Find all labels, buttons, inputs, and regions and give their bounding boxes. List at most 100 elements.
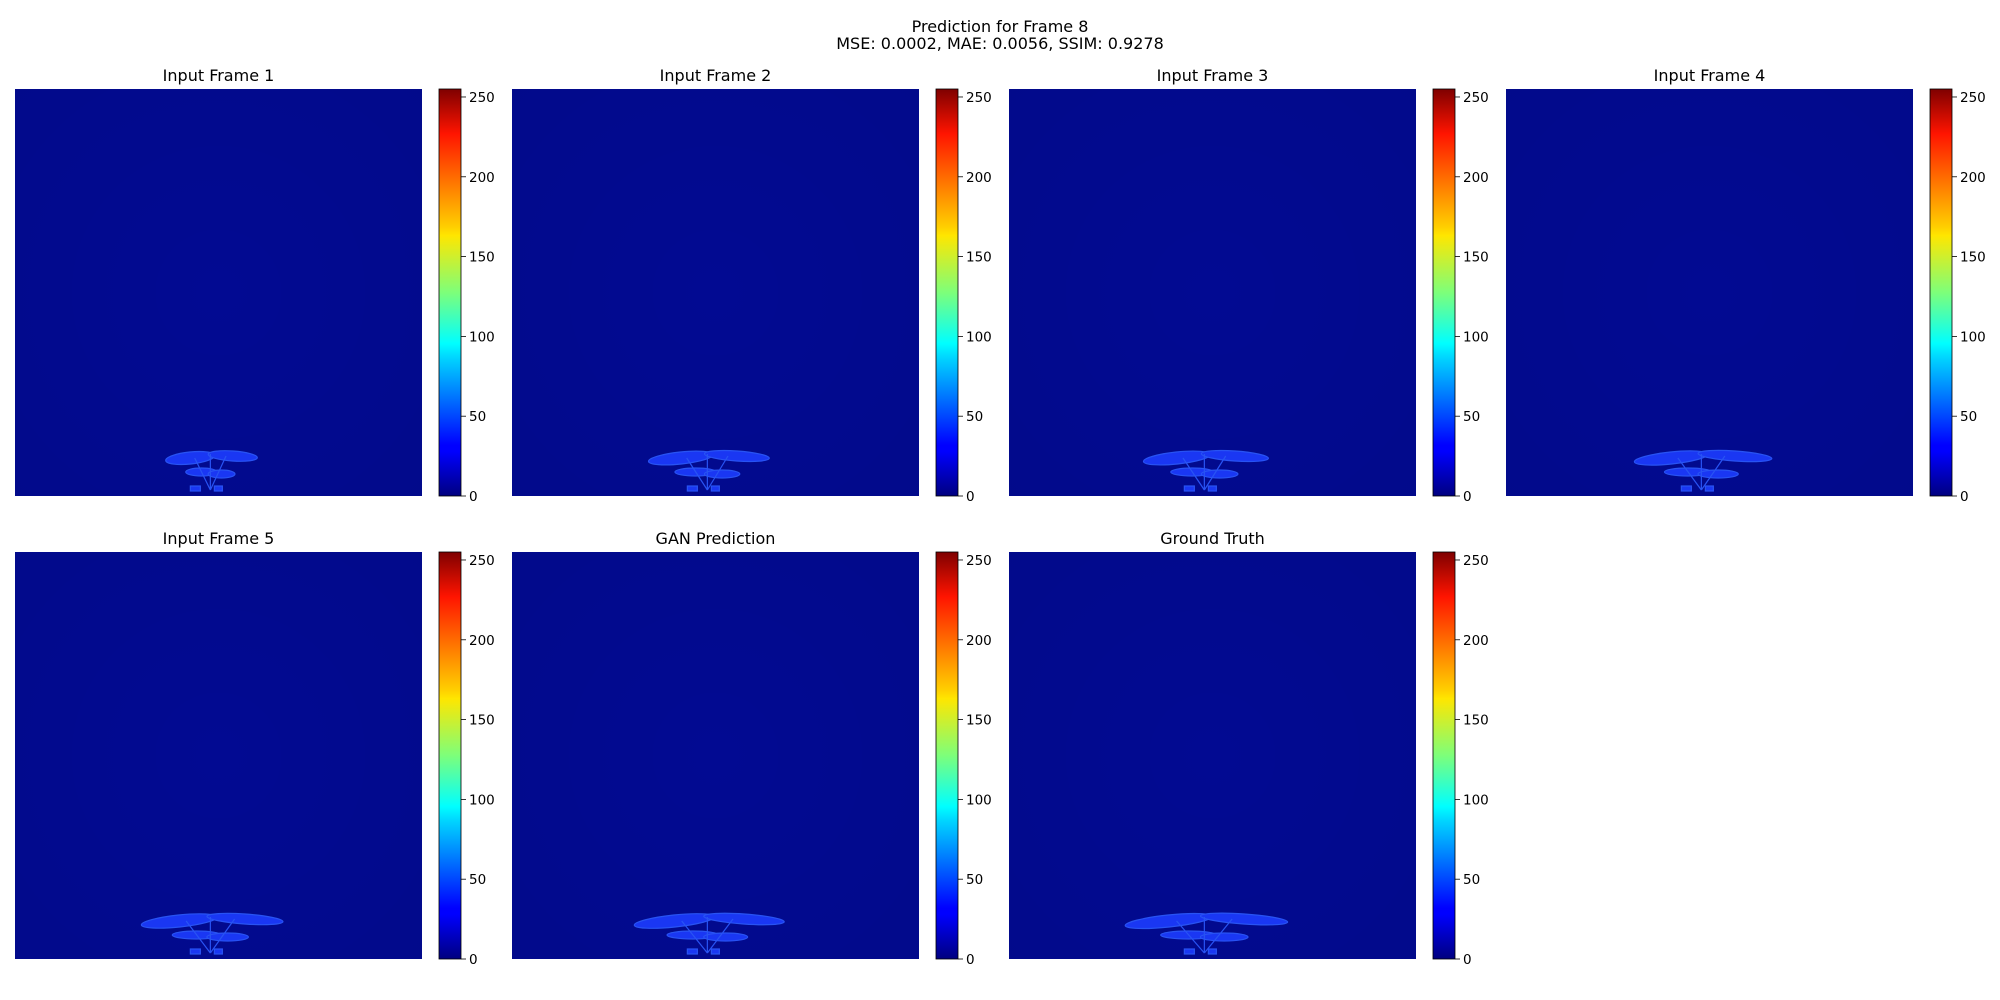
colorbar-tick-label: 100	[1463, 329, 1489, 345]
colorbar-tick-label: 0	[1463, 489, 1472, 505]
pot-mark-left	[189, 485, 201, 492]
colorbar-tick-label: 100	[469, 329, 495, 345]
leaf-right	[1697, 449, 1773, 463]
colorbar-tick-label: 200	[1463, 170, 1489, 186]
panel-title: Input Frame 5	[163, 529, 275, 548]
plant-stems	[185, 917, 236, 954]
plant-silhouette	[633, 912, 785, 955]
colorbar: 0 50 100 150 200 250	[1432, 551, 1489, 968]
colorbar-gradient	[1432, 88, 1456, 497]
plant-silhouette	[647, 449, 770, 492]
colorbar-tick-label: 150	[1463, 713, 1489, 729]
leaf-lower-right	[1200, 469, 1239, 479]
plant-stems	[1182, 454, 1227, 491]
plant-silhouette	[1142, 449, 1269, 492]
colorbar-tick-label: 0	[469, 489, 478, 505]
pot-mark-right	[1704, 485, 1714, 492]
panel-gan-prediction: GAN Prediction 0 50 100 150 200 250	[512, 529, 992, 968]
figure-title: Prediction for Frame 8	[911, 17, 1089, 36]
plant-stems	[194, 454, 227, 491]
colorbar-tick-label: 200	[1960, 170, 1986, 186]
panel-title: Ground Truth	[1160, 529, 1265, 548]
leaf-lower-right	[1697, 469, 1739, 479]
colorbar-tick-label: 250	[1463, 553, 1489, 569]
colorbar-tick-label: 250	[469, 90, 495, 106]
colorbar-tick-label: 250	[469, 553, 495, 569]
colorbar-gradient	[1432, 551, 1456, 960]
colorbar-tick-label: 50	[966, 872, 983, 888]
panel-title: Input Frame 3	[1157, 66, 1269, 85]
plant-silhouette	[165, 450, 258, 492]
colorbar-tick-label: 200	[469, 170, 495, 186]
colorbar-tick-label: 0	[966, 952, 975, 968]
colorbar-tick-label: 250	[966, 90, 992, 106]
leaf-right	[206, 912, 284, 926]
leaf-lower-right	[703, 932, 749, 942]
colorbar-gradient	[438, 551, 462, 960]
leaf-lower-right	[703, 469, 741, 479]
colorbar-tick-label: 100	[1463, 792, 1489, 808]
colorbar: 0 50 100 150 200 250	[1432, 88, 1489, 505]
heatmap-shading	[15, 89, 422, 496]
leaf-lower-right	[207, 469, 236, 479]
panel-title: GAN Prediction	[656, 529, 776, 548]
colorbar: 0 50 100 150 200 250	[438, 88, 495, 505]
colorbar-tick-label: 100	[966, 792, 992, 808]
leaf-lower-right	[1199, 932, 1249, 942]
colorbar-tick-label: 200	[1463, 633, 1489, 649]
colorbar-tick-label: 50	[469, 409, 486, 425]
colorbar: 0 50 100 150 200 250	[438, 551, 495, 968]
leaf-right	[703, 449, 770, 463]
plant-silhouette	[1633, 449, 1773, 492]
leaf-lower-right	[206, 932, 250, 942]
colorbar-tick-label: 250	[1463, 90, 1489, 106]
plant-stems	[1677, 454, 1726, 491]
colorbar-tick-label: 150	[966, 713, 992, 729]
colorbar-tick-label: 50	[1463, 409, 1480, 425]
pot-mark-left	[189, 948, 201, 955]
heatmap-shading	[1506, 89, 1913, 496]
plant-stems	[686, 454, 729, 491]
colorbar-gradient	[935, 551, 959, 960]
colorbar-tick-label: 100	[469, 792, 495, 808]
colorbar-tick-label: 100	[966, 329, 992, 345]
colorbar-tick-label: 150	[469, 713, 495, 729]
colorbar-gradient	[1929, 88, 1953, 497]
panel-input-frame-4: Input Frame 4 0 50 100 150 200 250	[1506, 66, 1986, 505]
colorbar-tick-label: 0	[1960, 489, 1969, 505]
plant-stems	[681, 917, 734, 954]
panel-input-frame-3: Input Frame 3 0 50 100 150 200 250	[1009, 66, 1489, 505]
colorbar-tick-label: 200	[469, 633, 495, 649]
colorbar-tick-label: 0	[1463, 952, 1472, 968]
heatmap-shading	[1009, 552, 1416, 959]
pot-mark-right	[213, 485, 223, 492]
colorbar-tick-label: 50	[1960, 409, 1977, 425]
panel-title: Input Frame 2	[660, 66, 772, 85]
pot-mark-left	[1183, 485, 1195, 492]
colorbar-gradient	[438, 88, 462, 497]
colorbar: 0 50 100 150 200 250	[1929, 88, 1986, 505]
heatmap-shading	[512, 89, 919, 496]
leaf-right	[207, 450, 258, 462]
panel-title: Input Frame 1	[163, 66, 275, 85]
colorbar-tick-label: 250	[966, 553, 992, 569]
heatmap-shading	[512, 552, 919, 959]
colorbar-tick-label: 100	[1960, 329, 1986, 345]
colorbar: 0 50 100 150 200 250	[935, 88, 992, 505]
colorbar-tick-label: 0	[469, 952, 478, 968]
colorbar-tick-label: 200	[966, 170, 992, 186]
colorbar-tick-label: 150	[469, 250, 495, 266]
colorbar-tick-label: 0	[966, 489, 975, 505]
pot-mark-left	[686, 485, 698, 492]
pot-mark-left	[1183, 948, 1195, 955]
plant-silhouette	[1124, 912, 1289, 955]
colorbar-tick-label: 250	[1960, 90, 1986, 106]
colorbar: 0 50 100 150 200 250	[935, 551, 992, 968]
pot-mark-right	[710, 485, 720, 492]
colorbar-tick-label: 150	[1960, 250, 1986, 266]
colorbar-tick-label: 150	[966, 250, 992, 266]
pot-mark-right	[213, 948, 223, 955]
panel-ground-truth: Ground Truth 0 50 100 150 200 250	[1009, 529, 1489, 968]
figure-metrics: MSE: 0.0002, MAE: 0.0056, SSIM: 0.9278	[836, 34, 1164, 53]
pot-mark-right	[1207, 485, 1217, 492]
